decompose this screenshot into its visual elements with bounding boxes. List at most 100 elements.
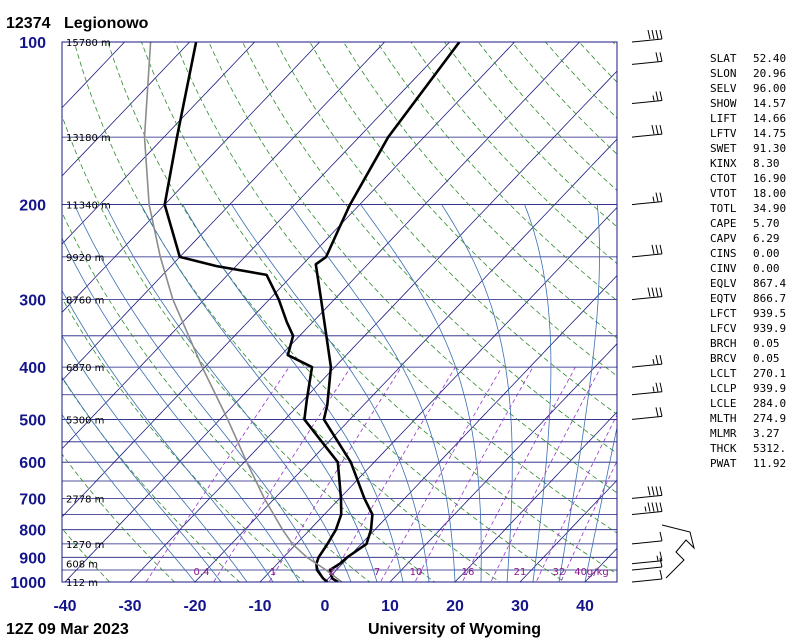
wind-barb bbox=[631, 354, 663, 368]
wind-barb-feather bbox=[647, 29, 651, 40]
mixing-ratio-label: 32 bbox=[553, 567, 566, 578]
dry-adiabat-line bbox=[275, 42, 617, 415]
dewpoint-profile-line bbox=[163, 42, 343, 582]
index-name: LFCT bbox=[710, 307, 737, 320]
index-name: KINX bbox=[710, 157, 737, 170]
dry-adiabat-line bbox=[62, 211, 371, 582]
wind-barb bbox=[631, 29, 663, 43]
index-value: 270.1 bbox=[753, 367, 786, 380]
wind-barb-feather bbox=[659, 244, 663, 255]
height-label: 6870 m bbox=[66, 363, 104, 374]
wind-barb-feather bbox=[659, 486, 663, 496]
plot-frame bbox=[61, 41, 618, 583]
wind-barb-feather bbox=[659, 407, 663, 417]
wind-barb-half-feather bbox=[644, 506, 647, 512]
index-name: LFCV bbox=[710, 322, 737, 335]
isotherm-line bbox=[62, 42, 321, 313]
wind-barb-feather bbox=[655, 244, 659, 255]
index-name: SWET bbox=[710, 142, 737, 155]
wind-barb bbox=[631, 244, 663, 258]
dry-adiabat-line bbox=[208, 42, 617, 494]
index-name: MLMR bbox=[710, 427, 737, 440]
wind-barb bbox=[631, 382, 663, 396]
wind-barb bbox=[631, 407, 663, 420]
mixing-ratio-label: 40g/kg bbox=[574, 567, 609, 578]
wind-barb bbox=[631, 531, 663, 545]
wind-barb bbox=[631, 192, 663, 206]
index-value: 3.27 bbox=[753, 427, 780, 440]
wind-barb-feather bbox=[659, 29, 663, 40]
wind-barb-staff bbox=[631, 415, 663, 420]
mixing-ratio-line bbox=[414, 366, 534, 582]
temperature-tick-label: -20 bbox=[183, 598, 206, 615]
index-name: CAPV bbox=[710, 232, 737, 245]
wind-barb-staff bbox=[631, 363, 663, 368]
index-value: 34.90 bbox=[753, 202, 786, 215]
moist-adiabat-line bbox=[140, 204, 378, 582]
isotherm-line bbox=[129, 70, 617, 582]
index-name: VTOT bbox=[710, 187, 737, 200]
wind-barb-half-feather bbox=[652, 386, 655, 392]
height-label: 112 m bbox=[66, 578, 98, 589]
dry-adiabat-line bbox=[376, 42, 617, 302]
temperature-tick-label: 40 bbox=[576, 598, 594, 615]
index-value: 20.96 bbox=[753, 67, 786, 80]
mixing-ratio-label: 2 bbox=[328, 567, 334, 578]
mixing-ratio-label: 0.4 bbox=[194, 567, 210, 578]
mixing-ratio-label: 16 bbox=[462, 567, 475, 578]
wind-barb-feather bbox=[655, 407, 659, 417]
moist-adiabat-line bbox=[558, 204, 600, 582]
index-value: 8.30 bbox=[753, 157, 780, 170]
moist-adiabat-line bbox=[62, 335, 248, 582]
station-id: 12374 bbox=[6, 15, 51, 32]
data-source: University of Wyoming bbox=[368, 621, 541, 638]
pressure-tick-label: 100 bbox=[19, 35, 46, 52]
index-name: MLTH bbox=[710, 412, 737, 425]
sounding-profiles bbox=[143, 42, 461, 582]
index-name: EQTV bbox=[710, 292, 737, 305]
wind-barb-half-feather bbox=[652, 95, 655, 101]
wind-barb-feather bbox=[659, 382, 663, 392]
wind-barb-feather bbox=[655, 52, 659, 62]
index-value: 939.9 bbox=[753, 322, 786, 335]
wind-barb bbox=[631, 124, 663, 138]
wind-barb-feather bbox=[659, 551, 663, 561]
moist-adiabat-line bbox=[62, 376, 222, 582]
dry-adiabat-line bbox=[62, 527, 111, 582]
wind-barb-staff bbox=[631, 60, 663, 65]
pressure-tick-label: 700 bbox=[19, 491, 46, 508]
index-name: BRCV bbox=[710, 352, 737, 365]
mixing-ratio-line bbox=[535, 414, 617, 582]
index-name: SHOW bbox=[710, 97, 737, 110]
wind-barb-feather bbox=[655, 287, 659, 297]
moist-adiabat-line bbox=[182, 204, 404, 582]
isotherm-line bbox=[194, 138, 617, 582]
wind-barb-half-feather bbox=[652, 196, 655, 202]
wind-barb-feather bbox=[659, 52, 663, 62]
wind-barb bbox=[631, 557, 663, 571]
isotherm-line bbox=[64, 42, 581, 582]
index-value: 14.66 bbox=[753, 112, 786, 125]
mixing-ratio-line bbox=[268, 366, 402, 582]
height-label: 9920 m bbox=[66, 253, 104, 264]
wind-barb-staff bbox=[631, 560, 663, 565]
wind-barb-staff bbox=[631, 578, 663, 583]
moist-adiabat-line bbox=[62, 413, 196, 582]
mixing-ratio-line bbox=[380, 366, 503, 582]
wind-barb-feather bbox=[659, 287, 663, 297]
index-value: 0.00 bbox=[753, 262, 780, 275]
wind-barb-feather bbox=[651, 502, 655, 512]
isotherm-line bbox=[62, 42, 451, 450]
temperature-profile-line bbox=[314, 42, 461, 582]
wind-barb-feather bbox=[651, 29, 655, 40]
wind-barb-staff bbox=[631, 100, 663, 104]
wind-barb-feather bbox=[655, 192, 659, 202]
height-label: 608 m bbox=[66, 560, 98, 571]
temperature-tick-label: 0 bbox=[321, 598, 330, 615]
index-value: 274.9 bbox=[753, 412, 786, 425]
index-value: 6.29 bbox=[753, 232, 780, 245]
wind-barb-staff bbox=[631, 566, 663, 571]
dry-adiabat-line bbox=[410, 42, 617, 265]
isotherm-line bbox=[454, 411, 617, 582]
